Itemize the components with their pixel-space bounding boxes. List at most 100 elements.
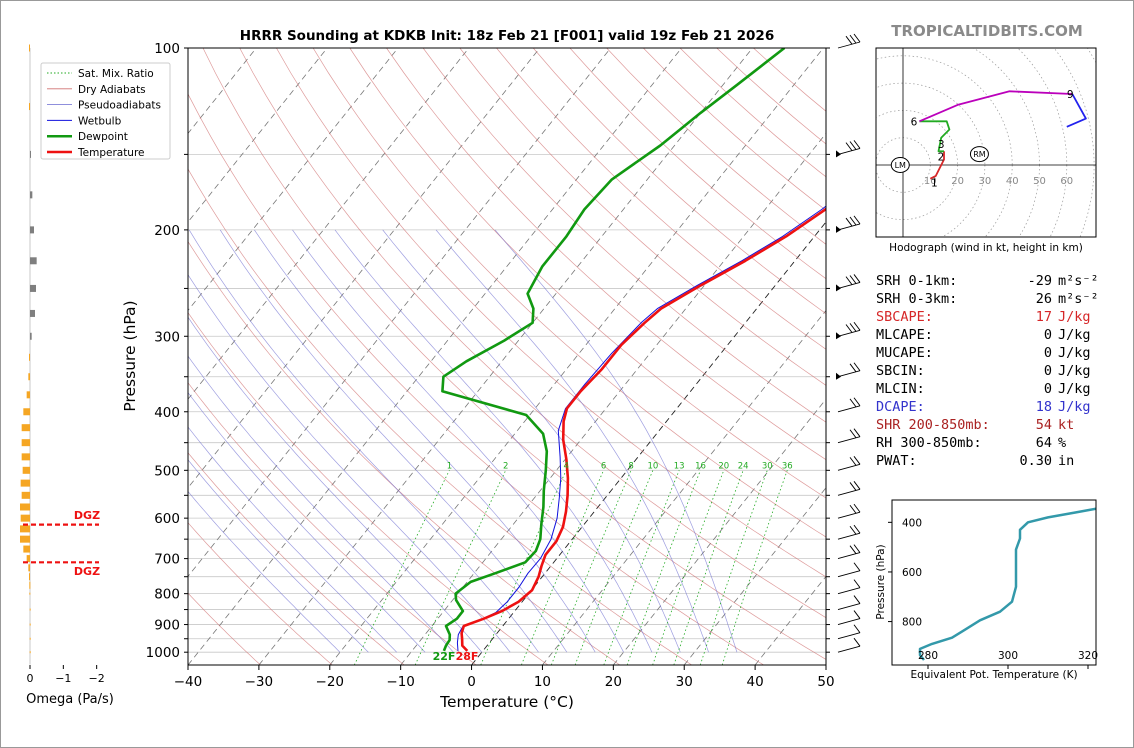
omega-bar (20, 479, 30, 487)
param-label: SRH 0-1km: (876, 273, 958, 289)
right-mover-marker (969, 146, 989, 163)
omega-tick-label: −1 (55, 672, 71, 685)
skewt-y-tick-labels: 100 200 300 400 500 600 700 800 900 1000 (146, 41, 180, 661)
wind-barb (837, 503, 861, 519)
barb-flag (836, 150, 841, 158)
sounding-parameters: SRH 0-1km: -29 m²s⁻² SRH 0-3km: 26 m²s⁻² SBCAP… (876, 272, 1106, 470)
barb-staff (837, 552, 861, 560)
param-label: DCAPE: (876, 399, 925, 415)
pseudoadiabat (292, 229, 624, 653)
omega-bar (26, 555, 30, 563)
omega-bar (30, 257, 37, 265)
theta-e-x-tick-label: 300 (998, 650, 1018, 662)
mixing-ratio-label: 13 (674, 461, 685, 471)
isotherm-line (188, 48, 682, 665)
legend-label: Temperature (77, 147, 145, 159)
dry-adiabat (188, 452, 405, 665)
barb-staff (837, 570, 861, 578)
pseudoadiabat (188, 316, 483, 653)
x-tick-label: −30 (245, 674, 274, 690)
hodograph-height-label: 2 (938, 152, 945, 164)
y-tick-label: 1000 (146, 645, 180, 661)
omega-bar (29, 103, 30, 111)
omega-bar (29, 44, 30, 52)
omega-bar (29, 573, 30, 581)
barb-staff (837, 370, 861, 378)
legend: Sat. Mix. Ratio Dry Adiabats Pseudoadiabat… (40, 62, 171, 160)
omega-panel: 0 −1 −2 (20, 44, 110, 685)
param-value: 0 (1043, 345, 1052, 361)
param-row: MUCAPE: 0 J/kg (876, 344, 1106, 362)
mixing-ratio-line (414, 470, 507, 665)
isotherm-line (612, 398, 826, 665)
barb-flag (836, 372, 841, 380)
mixing-ratio-lines (353, 470, 788, 665)
barb-feather (849, 275, 857, 284)
x-tick-label: −20 (316, 674, 345, 690)
param-row: RH 300-850mb: 64% (876, 434, 1106, 452)
pseudoadiabat (188, 229, 539, 653)
wind-barb (837, 579, 861, 595)
barb-feather (845, 324, 853, 333)
barb-staff (837, 436, 861, 444)
hodograph-ring-label: 10 (924, 176, 937, 187)
pseudoadiabat (188, 426, 397, 653)
mixing-ratio-label: 2 (503, 461, 508, 471)
barb-feather (849, 34, 857, 44)
wind-barb (836, 215, 861, 233)
dry-adiabat (239, 48, 826, 619)
param-row: SBCAPE: 17 J/kg (876, 308, 1106, 326)
omega-bar (20, 535, 30, 543)
dgz-label-top: DGZ (74, 509, 100, 522)
barb-staff (837, 223, 861, 231)
barb-feather (849, 457, 857, 466)
dry-adiabat (312, 48, 826, 538)
hodograph-segment (919, 90, 1073, 123)
barb-staff (837, 405, 861, 413)
barb-staff (837, 147, 861, 155)
dry-adiabat (188, 240, 621, 665)
wind-barb (836, 140, 861, 158)
theta-e-panel: 280 300 320 400 600 800 (888, 507, 1098, 669)
legend-label: Sat. Mix. Ratio (78, 68, 154, 80)
dry-adiabat (349, 48, 826, 499)
pseudoadiabat (188, 459, 369, 653)
barb-staff (837, 463, 861, 471)
mixing-ratio-label: 16 (695, 461, 706, 471)
barb-staff (837, 488, 861, 496)
param-unit: in (1058, 453, 1075, 469)
pseudoadiabat (334, 229, 653, 653)
barb-feather (853, 579, 861, 588)
param-unit: J/kg (1058, 345, 1091, 361)
dewpoint-profile (441, 48, 786, 652)
legend-label: Wetbulb (78, 115, 122, 127)
hodograph-height-label: 1 (931, 178, 938, 190)
dry-adiabat (188, 312, 549, 665)
barb-feather (853, 397, 861, 407)
param-value: 54 (1035, 417, 1052, 433)
x-tick-label: 40 (747, 674, 764, 690)
omega-bar (26, 391, 30, 399)
x-tick-label: −40 (174, 674, 203, 690)
x-tick-label: −10 (386, 674, 415, 690)
wind-barb (837, 610, 861, 625)
skewt-tick-marks (184, 47, 830, 670)
omega-bar (28, 373, 30, 381)
theta-e-frame (891, 499, 1097, 666)
param-unit: m²s⁻² (1058, 291, 1099, 307)
omega-bar (28, 564, 30, 572)
dry-adiabat (532, 48, 826, 315)
chart-title: HRRR Sounding at KDKB Init: 18z Feb 21 [… (240, 28, 774, 44)
omega-bar (29, 608, 31, 611)
param-value: 18 (1035, 399, 1052, 415)
barb-feather (845, 35, 853, 45)
mixing-ratio-line (721, 470, 788, 665)
param-row: MLCIN: 0 J/kg (876, 380, 1106, 398)
pseudoadiabat (435, 229, 709, 653)
barb-feather (853, 595, 861, 604)
y-tick-label: 900 (154, 618, 180, 634)
barb-staff (837, 282, 861, 289)
legend-label: Dry Adiabats (78, 84, 146, 96)
dry-adiabat (276, 48, 826, 578)
hodograph-ring-label: 20 (951, 176, 964, 187)
